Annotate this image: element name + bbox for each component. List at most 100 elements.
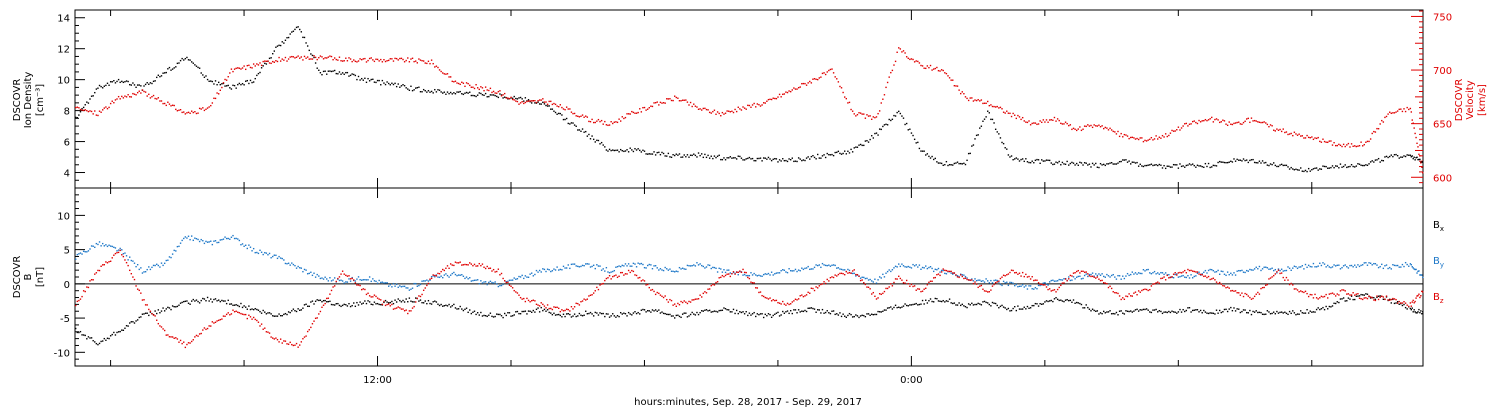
velocity-series-point	[1191, 120, 1194, 123]
bz-series-point	[360, 288, 363, 291]
bx-series-point	[90, 337, 93, 339]
by-series-point	[934, 268, 936, 271]
by-series-point	[1274, 268, 1276, 271]
bz-series-point	[122, 255, 125, 258]
by-series-point	[462, 275, 465, 277]
bz-series-point	[586, 298, 589, 300]
bx-series-point	[996, 304, 998, 307]
bz-series-point	[273, 338, 276, 340]
by-series-point	[160, 262, 163, 264]
bz-series-point	[1279, 272, 1281, 275]
density-series-point	[994, 128, 997, 130]
velocity-series-point	[1253, 119, 1256, 122]
bx-series-point	[977, 302, 979, 305]
bz-series-point	[1263, 286, 1265, 289]
by-series-point	[751, 274, 754, 276]
bz-series-point	[508, 284, 511, 286]
density-series-point	[743, 159, 746, 161]
density-series-point	[1082, 164, 1084, 166]
bx-series-point	[551, 313, 554, 316]
velocity-series-point	[1021, 116, 1024, 119]
density-series-point	[980, 125, 983, 127]
bz-series-point	[923, 288, 925, 290]
density-series-point	[999, 137, 1002, 139]
bz-series-point	[310, 326, 312, 329]
bz-series-point	[920, 290, 922, 293]
by-series-point	[1126, 272, 1129, 275]
by-series-point	[602, 268, 604, 270]
bx-series-point	[1284, 311, 1286, 313]
density-series-point	[341, 72, 344, 74]
by-series-point	[237, 238, 239, 240]
bz-series-point	[921, 290, 924, 292]
density-series-point	[419, 91, 422, 93]
field-legend: Bx By Bz	[1433, 220, 1444, 305]
bz-series-point	[1287, 279, 1289, 281]
velocity-series-point	[1325, 141, 1327, 143]
by-series-point	[551, 270, 554, 272]
bz-series-point	[438, 273, 441, 275]
bx-series-point	[1033, 304, 1035, 307]
bz-series-point	[276, 338, 279, 341]
bz-series-point	[1293, 288, 1296, 290]
bx-series-point	[613, 315, 616, 317]
bx-series-point	[1257, 311, 1259, 314]
density-series-point	[136, 84, 139, 86]
by-series-point	[438, 276, 441, 279]
bz-series-point	[400, 308, 403, 310]
bx-series-point	[1409, 307, 1412, 310]
density-series-point	[124, 81, 126, 83]
velocity-series-point	[829, 68, 832, 71]
bx-series-point	[712, 310, 714, 313]
by-series-point	[966, 277, 968, 279]
bz-series-point	[1374, 299, 1377, 302]
by-series-point	[515, 278, 517, 280]
velocity-series-point	[1349, 146, 1351, 148]
bz-series-point	[839, 272, 841, 275]
bz-series-point	[505, 281, 507, 284]
by-series-point	[1088, 273, 1091, 276]
density-series-point	[699, 154, 701, 157]
density-series-point	[173, 67, 175, 69]
density-series-point	[515, 97, 517, 100]
by-series-point	[1276, 272, 1278, 274]
density-series-point	[1382, 160, 1385, 162]
density-series-point	[899, 112, 902, 115]
density-series-point	[365, 81, 368, 84]
bx-series-point	[990, 305, 992, 307]
by-series-point	[410, 288, 412, 290]
bz-series-point	[365, 293, 368, 296]
density-series-point	[637, 148, 639, 150]
bz-series-point	[904, 282, 906, 284]
velocity-series-point	[1384, 116, 1386, 119]
velocity-series-point	[246, 64, 248, 67]
bx-series-point	[904, 303, 906, 305]
bx-series-point	[1133, 310, 1135, 312]
bz-series-point	[964, 277, 967, 279]
velocity-series-point	[699, 108, 701, 110]
by-series-point	[1317, 265, 1319, 267]
bz-series-point	[370, 296, 372, 298]
bz-series-point	[937, 273, 940, 275]
bz-series-point	[486, 265, 488, 268]
by-series-point	[403, 285, 406, 288]
velocity-series-point	[878, 110, 881, 112]
bx-series-point	[519, 313, 522, 315]
bz-series-point	[470, 263, 473, 265]
by-series-point	[295, 267, 298, 269]
bz-series-point	[299, 344, 301, 346]
bz-series-point	[1195, 271, 1197, 273]
bz-series-point	[1217, 282, 1219, 285]
bz-series-point	[465, 263, 468, 266]
bz-series-point	[1222, 284, 1224, 287]
bz-series-point	[1134, 291, 1137, 293]
bz-series-point	[645, 284, 647, 286]
by-series-point	[402, 285, 404, 288]
by-series-point	[319, 277, 322, 280]
velocity-series-point	[389, 58, 391, 60]
by-series-point	[272, 255, 274, 258]
by-series-point	[956, 275, 959, 277]
density-series-point	[397, 83, 399, 85]
velocity-series-point	[1082, 128, 1084, 130]
bz-series-point	[259, 325, 261, 327]
